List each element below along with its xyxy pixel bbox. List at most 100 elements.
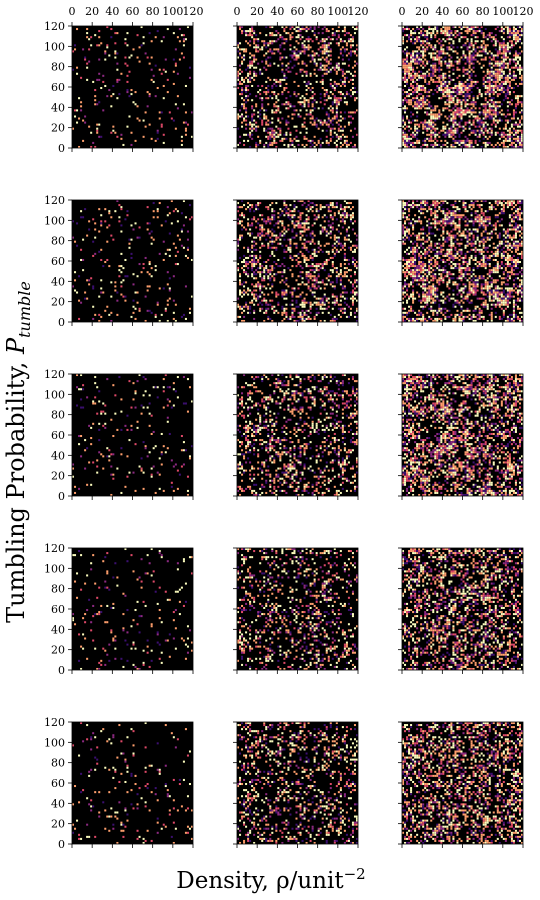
heatmap-cell bbox=[301, 26, 304, 29]
heatmap-cell bbox=[444, 107, 447, 110]
heatmap-cell bbox=[518, 218, 521, 221]
heatmap-cell bbox=[190, 111, 193, 114]
heatmap-cell bbox=[82, 238, 85, 241]
heatmap-cell bbox=[249, 123, 252, 126]
heatmap-cell bbox=[241, 236, 244, 239]
heatmap-cell bbox=[162, 287, 165, 290]
heatmap-cell bbox=[420, 42, 423, 45]
heatmap-cell bbox=[474, 30, 477, 33]
heatmap-cell bbox=[450, 44, 453, 47]
heatmap-cell bbox=[474, 141, 477, 144]
heatmap-cell bbox=[450, 78, 453, 81]
heatmap-cell bbox=[490, 82, 493, 85]
heatmap-cell bbox=[265, 265, 268, 268]
heatmap-cell bbox=[496, 121, 499, 124]
heatmap-cell bbox=[283, 256, 286, 259]
heatmap-cell bbox=[454, 202, 457, 205]
heatmap-cell bbox=[245, 109, 248, 112]
heatmap-cell bbox=[446, 32, 449, 35]
heatmap-cell bbox=[474, 103, 477, 106]
heatmap-cell bbox=[301, 246, 304, 249]
heatmap-cell bbox=[289, 250, 292, 253]
heatmap-cell bbox=[269, 40, 272, 43]
heatmap-cell bbox=[466, 68, 469, 71]
heatmap-cell bbox=[478, 133, 481, 136]
heatmap-cell bbox=[253, 311, 256, 314]
heatmap-cell bbox=[484, 80, 487, 83]
heatmap-cell bbox=[508, 93, 511, 96]
heatmap-cell bbox=[412, 97, 415, 100]
heatmap-cell bbox=[438, 113, 441, 116]
heatmap-cell bbox=[458, 40, 461, 43]
heatmap-cell bbox=[319, 287, 322, 290]
heatmap-cell bbox=[416, 36, 419, 39]
heatmap-cell bbox=[257, 115, 260, 118]
heatmap-cell bbox=[418, 38, 421, 41]
heatmap-cell bbox=[267, 269, 270, 272]
heatmap-cell bbox=[313, 93, 316, 96]
heatmap-cell bbox=[480, 216, 483, 219]
heatmap-cell bbox=[502, 141, 505, 144]
heatmap-cell bbox=[269, 48, 272, 51]
heatmap-cell bbox=[480, 40, 483, 43]
heatmap-cell bbox=[454, 50, 457, 53]
heatmap-cell bbox=[335, 277, 338, 280]
heatmap-cell bbox=[303, 261, 306, 264]
heatmap-cell bbox=[440, 129, 443, 132]
heatmap-cell bbox=[128, 246, 131, 249]
heatmap-cell bbox=[311, 293, 314, 296]
heatmap-cell bbox=[297, 224, 300, 227]
heatmap-cell bbox=[162, 141, 165, 144]
heatmap-cell bbox=[418, 48, 421, 51]
heatmap-cell bbox=[506, 101, 509, 104]
heatmap-cell bbox=[98, 319, 101, 322]
heatmap-cell bbox=[255, 129, 258, 132]
heatmap-cell bbox=[345, 267, 348, 270]
heatmap-cell bbox=[494, 113, 497, 116]
heatmap-cell bbox=[438, 76, 441, 79]
heatmap-cell bbox=[253, 317, 256, 320]
heatmap-cell bbox=[315, 287, 318, 290]
heatmap-cell bbox=[321, 56, 324, 59]
heatmap-cell bbox=[241, 26, 244, 29]
heatmap-cell bbox=[275, 84, 278, 87]
heatmap-cell bbox=[520, 82, 523, 85]
heatmap-cell bbox=[466, 145, 469, 148]
heatmap-cell bbox=[158, 202, 161, 205]
heatmap-cell bbox=[285, 133, 288, 136]
heatmap-cell bbox=[484, 91, 487, 94]
heatmap-cell bbox=[462, 127, 465, 130]
heatmap-cell bbox=[321, 32, 324, 35]
heatmap-cell bbox=[267, 228, 270, 231]
heatmap-cell bbox=[432, 113, 435, 116]
heatmap-cell bbox=[462, 74, 465, 77]
heatmap-cell bbox=[188, 218, 191, 221]
heatmap-cell bbox=[510, 143, 513, 146]
heatmap-cell bbox=[412, 87, 415, 90]
heatmap-cell bbox=[486, 109, 489, 112]
heatmap-cell bbox=[331, 218, 334, 221]
heatmap-cell bbox=[436, 113, 439, 116]
heatmap-cell bbox=[492, 44, 495, 47]
heatmap-cell bbox=[261, 307, 264, 310]
heatmap-cell bbox=[504, 78, 507, 81]
heatmap-cell bbox=[283, 248, 286, 251]
heatmap-cell bbox=[303, 256, 306, 259]
heatmap-cell bbox=[452, 117, 455, 120]
heatmap-cell bbox=[241, 200, 244, 203]
heatmap-cell bbox=[402, 131, 405, 134]
heatmap-cell bbox=[482, 70, 485, 73]
heatmap-cell bbox=[295, 242, 298, 245]
heatmap-cell bbox=[510, 123, 513, 126]
heatmap-cell bbox=[470, 72, 473, 75]
heatmap-cell bbox=[502, 82, 505, 85]
heatmap-cell bbox=[432, 56, 435, 59]
heatmap-cell bbox=[347, 305, 350, 308]
heatmap-cell bbox=[271, 234, 274, 237]
heatmap-cell bbox=[464, 220, 467, 223]
heatmap-cell bbox=[279, 238, 282, 241]
heatmap-cell bbox=[444, 52, 447, 55]
heatmap-cell bbox=[321, 263, 324, 266]
heatmap-cell bbox=[402, 89, 405, 92]
heatmap-cell bbox=[321, 38, 324, 41]
